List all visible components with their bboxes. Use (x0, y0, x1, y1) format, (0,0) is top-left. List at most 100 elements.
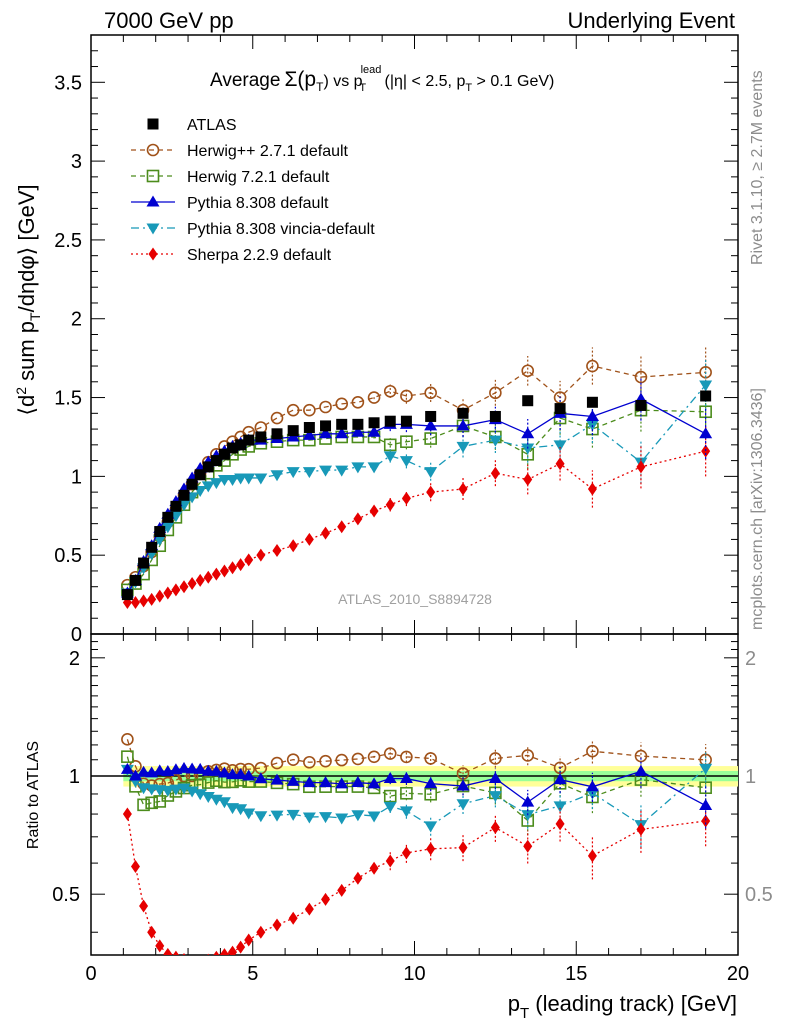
ratio-point-sherpa (369, 861, 379, 875)
ratio-point-sherpa (353, 871, 363, 885)
data-point-sherpa (187, 577, 197, 591)
ratio-point-vincia (488, 791, 502, 803)
y-tick-label-main: 3.5 (54, 72, 82, 94)
ratio-point-pythia (270, 773, 284, 785)
ratio-point-pythia (302, 776, 316, 788)
data-point-sherpa (244, 553, 254, 567)
data-point-pythia (335, 427, 349, 439)
data-point-herwigpp (367, 391, 381, 404)
data-point-sherpa (130, 595, 140, 609)
ratio-point-vincia (270, 810, 284, 822)
ratio-point-vincia (286, 809, 300, 821)
data-point-vincia (399, 456, 413, 468)
ratio-point-sherpa (587, 849, 597, 863)
ratio-point-pythia (456, 779, 470, 791)
ratio-point-sherpa (272, 918, 282, 932)
series-line-pythia (126, 398, 706, 594)
mcplots-label: mcplots.cern.ch [arXiv:1306.3436] (749, 388, 766, 630)
ratio-line-sherpa (126, 813, 706, 955)
ratio-point-sherpa (236, 940, 246, 954)
ratio-point-sherpa (244, 933, 254, 947)
legend-label-atlas: ATLAS (187, 117, 237, 134)
data-point-herwigpp (286, 403, 300, 417)
y-tick-label-ratio-right: 1 (745, 766, 756, 788)
header-right: Underlying Event (567, 8, 735, 33)
ratio-point-pythia (193, 762, 207, 774)
ratio-point-herwigpp (286, 753, 300, 766)
data-point-sherpa (353, 512, 363, 526)
ratio-point-pythia (399, 772, 413, 784)
legend-label-vincia: Pythia 8.308 vincia-default (187, 221, 375, 238)
y-tick-label-ratio-left: 2 (69, 648, 80, 670)
data-point-sherpa (147, 592, 157, 606)
legend: ATLAS Herwig++ 2.7.1 default Herwig 7.2.1 … (131, 117, 375, 264)
ratio-point-sherpa (304, 902, 314, 916)
data-point-vincia (699, 380, 713, 392)
ratio-series (120, 733, 713, 955)
ratio-point-sherpa (182, 952, 186, 955)
ratio-point-sherpa (228, 945, 238, 955)
data-point-sherpa (321, 526, 331, 540)
data-point-herwigpp (351, 395, 365, 409)
legend-label-sherpa: Sherpa 2.2.9 default (187, 247, 332, 264)
data-point-vincia (521, 443, 535, 455)
data-point-atlas (352, 418, 364, 430)
ratio-point-sherpa (337, 883, 347, 897)
data-point-pythia (319, 427, 333, 439)
data-point-atlas (162, 511, 174, 523)
data-point-herwigpp (634, 370, 648, 384)
data-point-atlas (210, 455, 222, 467)
ratio-point-sherpa (458, 841, 468, 855)
legend-marker-herwigpp (146, 143, 160, 157)
data-point-sherpa (228, 561, 238, 575)
y-tick-label-ratio-right: 2 (745, 648, 756, 670)
data-point-atlas (227, 442, 239, 454)
rivet-label: Rivet 3.1.10, ≥ 2.7M events (749, 70, 766, 265)
data-point-atlas (635, 399, 647, 411)
x-tick-label: 15 (565, 963, 587, 985)
ratio-point-pythia (254, 772, 268, 784)
ratio-point-pythia (286, 774, 300, 786)
ratio-point-sherpa (122, 807, 132, 821)
ratio-point-herwigpp (121, 733, 134, 746)
data-point-atlas (146, 541, 158, 553)
ratio-point-sherpa (256, 925, 266, 939)
data-point-atlas (700, 390, 712, 402)
ratio-point-pythia (217, 766, 231, 778)
ratio-point-vincia (399, 806, 413, 818)
x-tick-label: 0 (85, 963, 96, 985)
data-point-atlas (235, 439, 247, 451)
data-point-sherpa (304, 532, 314, 546)
ratio-point-vincia (319, 812, 333, 824)
data-point-sherpa (179, 580, 189, 594)
ratio-point-sherpa (426, 842, 436, 856)
data-point-vincia (286, 467, 300, 479)
data-point-sherpa (458, 482, 468, 496)
series-atlas (121, 390, 712, 601)
analysis-watermark: ATLAS_2010_S8894728 (338, 591, 492, 607)
data-point-vincia (456, 441, 470, 453)
y-tick-label-main: 0.5 (54, 545, 82, 567)
ratio-point-vincia (302, 812, 316, 824)
data-point-sherpa (195, 573, 205, 587)
series-line-vincia (126, 384, 707, 594)
legend-marker-vincia (146, 223, 160, 235)
data-point-sherpa (337, 520, 347, 534)
ratio-series-pythia (120, 756, 713, 829)
ratio-point-herwig7 (201, 776, 215, 789)
data-point-vincia (270, 470, 284, 482)
ratio-point-vincia (177, 783, 191, 795)
ratio-point-pythia (521, 795, 535, 807)
data-point-vincia (161, 522, 175, 534)
data-point-atlas (194, 469, 206, 481)
ratio-point-herwigpp (400, 750, 413, 764)
data-point-atlas (554, 403, 566, 415)
series-herwig7 (121, 386, 712, 597)
data-point-herwigpp (489, 386, 502, 400)
ratio-point-herwigpp (383, 747, 397, 760)
y-axis-label-ratio: Ratio to ATLAS (25, 741, 42, 849)
ratio-point-vincia (424, 821, 438, 833)
data-point-atlas (129, 574, 141, 586)
data-point-atlas (186, 478, 198, 490)
data-point-sherpa (219, 564, 229, 578)
